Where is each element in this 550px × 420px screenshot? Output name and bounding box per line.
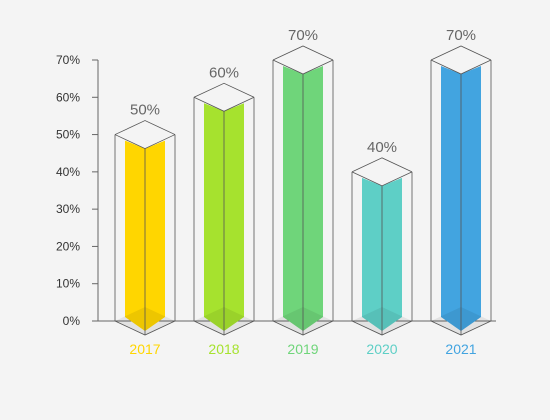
x-tick-label: 2017 (129, 341, 160, 357)
bar-2021: 70% (430, 27, 492, 336)
bar-box-bottom-edge (114, 320, 176, 336)
y-tick-label: 30% (56, 202, 80, 216)
x-axis-ticks: 2017 2018 2019 2020 2021 (129, 341, 476, 357)
bar-box-bottom-edge (351, 320, 413, 336)
x-tick-label: 2019 (287, 341, 318, 357)
bar-fill-right (461, 66, 481, 331)
bar-fill-left (283, 66, 303, 331)
bar-value-label: 70% (288, 27, 318, 44)
bar-box-bottom-edge (430, 320, 492, 336)
x-tick-label: 2021 (445, 341, 476, 357)
y-tick-label: 10% (56, 277, 80, 291)
x-tick-label: 2020 (366, 341, 397, 357)
bars: 50% 60% 70% 40% 70% (114, 27, 492, 336)
y-tick-label: 60% (56, 90, 80, 104)
y-tick-label: 70% (56, 53, 80, 67)
bar-fill-right (303, 66, 323, 331)
y-tick-label: 20% (56, 239, 80, 253)
bar-box-top-back (430, 45, 492, 61)
bar-box-top-front (114, 134, 176, 150)
bar-2017: 50% (114, 102, 176, 336)
bar-value-label: 70% (446, 27, 476, 44)
bar-value-label: 60% (209, 64, 239, 81)
bar-fill-right (382, 177, 402, 331)
bar-2018: 60% (193, 64, 255, 336)
y-tick-label: 40% (56, 165, 80, 179)
bar-fill-left (441, 66, 461, 331)
bar-box-bottom-edge (193, 320, 255, 336)
bar-fill-right (145, 140, 165, 331)
y-tick-label: 0% (63, 314, 81, 328)
bar-box-top-back (272, 45, 334, 61)
y-tick-label: 50% (56, 128, 80, 142)
bar-value-label: 40% (367, 139, 397, 156)
bar-fill-left (125, 140, 145, 331)
bar-fill-right (224, 103, 244, 332)
bar-value-label: 50% (130, 102, 160, 119)
bar-fill-left (204, 103, 224, 332)
bar-box-top-back (114, 120, 176, 135)
bar-box-top-front (430, 59, 492, 75)
bar-box-top-front (193, 96, 255, 112)
bar-box-top-front (272, 59, 334, 75)
bar-box-top-back (193, 82, 255, 98)
bar-fill-left (362, 177, 382, 331)
y-axis-ticks: 0% 10% 20% 30% 40% 50% 60% 70% (56, 53, 98, 328)
bar-box-top-back (351, 157, 413, 173)
bar-box-top-front (351, 171, 413, 187)
bar-2020: 40% (351, 139, 413, 336)
bar-box-bottom-edge (272, 320, 334, 336)
bar-2019: 70% (272, 27, 334, 336)
x-tick-label: 2018 (208, 341, 239, 357)
